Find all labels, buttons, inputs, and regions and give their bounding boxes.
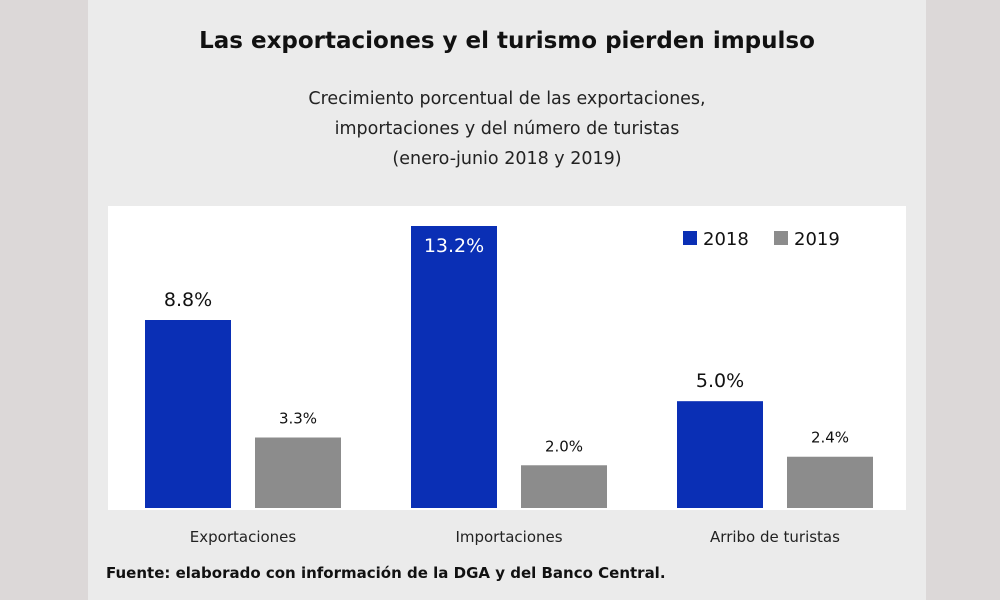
- bar-2019-0: [255, 437, 341, 508]
- subtitle-line-1: Crecimiento porcentual de las exportacio…: [308, 89, 706, 109]
- plot-area: [108, 206, 906, 510]
- data-label-2019-2: 2.4%: [811, 429, 849, 447]
- category-label-0: Exportaciones: [190, 528, 297, 546]
- data-label-2018-2: 5.0%: [696, 370, 744, 392]
- data-label-2019-0: 3.3%: [279, 410, 317, 428]
- bar-2018-0: [145, 320, 231, 508]
- data-label-2019-1: 2.0%: [545, 437, 583, 455]
- data-label-2018-1: 13.2%: [424, 235, 484, 257]
- bar-2019-1: [521, 465, 607, 508]
- legend-swatch-2019: [774, 231, 788, 245]
- category-label-1: Importaciones: [455, 528, 562, 546]
- chart-title: Las exportaciones y el turismo pierden i…: [199, 28, 815, 54]
- legend-swatch-2018: [683, 231, 697, 245]
- bar-2019-2: [787, 456, 873, 508]
- bar-2018-2: [677, 401, 763, 508]
- legend-label-2019: 2019: [794, 229, 840, 250]
- bar-2018-1: [411, 226, 497, 508]
- subtitle-line-2: importaciones y del número de turistas: [334, 119, 680, 139]
- legend-label-2018: 2018: [703, 229, 749, 250]
- source-note: Fuente: elaborado con información de la …: [106, 564, 666, 582]
- subtitle-line-3: (enero-junio 2018 y 2019): [392, 149, 622, 169]
- data-label-2018-0: 8.8%: [164, 289, 212, 311]
- category-label-2: Arribo de turistas: [710, 528, 840, 546]
- chart-subtitle: Crecimiento porcentual de las exportacio…: [88, 84, 926, 174]
